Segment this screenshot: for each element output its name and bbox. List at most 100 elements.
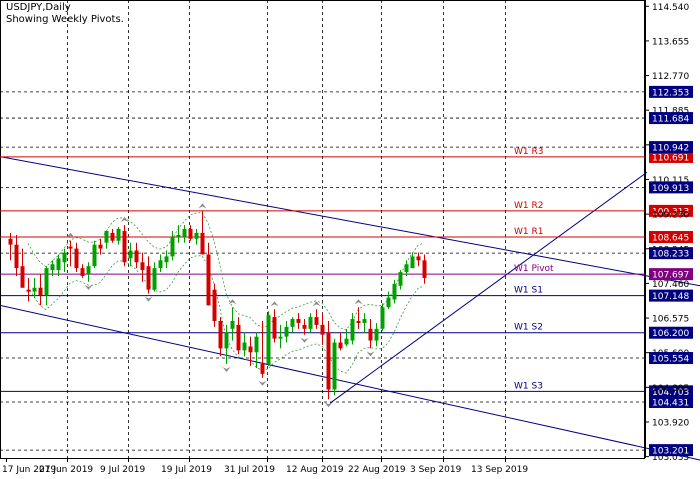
- candle-bull: [404, 264, 409, 273]
- candle-bull: [392, 283, 397, 300]
- level-label-w1-s1: W1 S1: [514, 286, 543, 296]
- price-tick-label: 114.540: [652, 3, 689, 13]
- level-label-w1-r3: W1 R3: [514, 147, 543, 157]
- candle-bear: [422, 260, 427, 278]
- candle-bull: [224, 332, 229, 349]
- candle-bear: [368, 328, 373, 341]
- candle-bull: [50, 264, 55, 271]
- price-tick-label: 109.230: [652, 211, 689, 221]
- line-price-tag: 103.201: [652, 447, 689, 457]
- candle-bull: [386, 297, 391, 308]
- candle-bear: [80, 268, 85, 276]
- candle-bear: [110, 232, 115, 241]
- level-price-tag: 108.645: [652, 234, 689, 244]
- level-label-w1-pivot: W1 Pivot: [514, 264, 554, 274]
- chart-title: USDJPY,Daily: [6, 2, 71, 13]
- level-price-tag: 109.313: [652, 207, 689, 217]
- candle-bear: [356, 320, 361, 323]
- candle-bull: [104, 230, 109, 243]
- level-price-tag-bg: [649, 326, 693, 339]
- candle-bear: [236, 324, 241, 351]
- price-axis: 110.691 109.313 108.645 107.697 107.148 106.2…: [645, 0, 693, 463]
- fractal-up-icon: [354, 299, 363, 305]
- candle-bull: [44, 268, 49, 296]
- price-tick-label: 103.035: [652, 453, 689, 463]
- price-tick-label: 112.770: [652, 72, 689, 82]
- time-tick-label: 3 Sep 2019: [410, 465, 462, 475]
- channel-lower-line: [0, 304, 700, 461]
- candle-bull: [350, 319, 355, 341]
- candle-bear: [134, 250, 139, 263]
- line-price-tag-bg: [649, 352, 693, 365]
- line-price-tag-bg: [649, 181, 693, 194]
- candle-bear: [188, 229, 193, 239]
- candle-bull: [374, 328, 379, 341]
- fractal-down-icon: [366, 351, 375, 357]
- line-price-tag: 111.684: [652, 115, 689, 125]
- level-price-tag: 110.691: [652, 153, 689, 163]
- candle-bear: [38, 287, 43, 296]
- candle-bear: [320, 324, 325, 335]
- line-price-tag: 110.942: [652, 144, 689, 154]
- candle-bull: [164, 256, 169, 263]
- time-tick-label: 27 Jun 2019: [39, 465, 93, 475]
- line-price-tag: 112.353: [652, 88, 689, 98]
- candle-bull: [194, 232, 199, 239]
- level-price-tag-bg: [649, 204, 693, 217]
- level-price-tag-bg: [649, 231, 693, 244]
- candle-bull: [62, 252, 67, 263]
- candle-bull: [92, 244, 97, 267]
- candle-bull: [152, 268, 157, 290]
- line-price-tag-bg: [649, 395, 693, 408]
- fractal-markers: [66, 203, 375, 408]
- candle-bear: [14, 244, 19, 269]
- candle-bull: [362, 319, 367, 323]
- level-price-tag-bg: [649, 268, 693, 281]
- level-price-tag-bg: [649, 289, 693, 302]
- level-label-w1-s2: W1 S2: [514, 323, 543, 333]
- line-price-tag-bg: [649, 247, 693, 260]
- candle-bear: [146, 266, 151, 290]
- candle-bear: [260, 364, 265, 374]
- candle-bear: [206, 254, 211, 306]
- candle-bull: [254, 336, 259, 353]
- candle-bull: [344, 338, 349, 345]
- level-price-tag: 107.148: [652, 292, 689, 302]
- time-tick-label: 31 Jul 2019: [224, 465, 275, 475]
- candle-bull: [128, 250, 133, 259]
- candle-bear: [248, 346, 253, 353]
- time-tick-label: 12 Aug 2019: [286, 465, 344, 475]
- candle-bear: [20, 266, 25, 288]
- candle-bear: [26, 289, 31, 292]
- line-price-tag: 108.233: [652, 250, 689, 260]
- price-tick-label: 107.460: [652, 280, 689, 290]
- candle-bear: [416, 256, 421, 261]
- line-price-tag: 109.913: [652, 184, 689, 194]
- fractal-down-icon: [84, 284, 93, 290]
- candle-bear: [140, 262, 145, 271]
- price-tick-label: 113.655: [652, 37, 689, 47]
- candle-bull: [380, 307, 385, 329]
- candle-bear: [272, 317, 277, 339]
- fractal-down-icon: [222, 367, 231, 373]
- time-tick-label: 17 Jun 2019: [2, 465, 56, 475]
- candle-bear: [98, 244, 103, 249]
- candle-bull: [182, 229, 187, 237]
- fractal-down-icon: [258, 380, 267, 386]
- line-price-tag-bg: [649, 141, 693, 154]
- line-price-tag-bg: [649, 444, 693, 457]
- fractal-up-icon: [228, 299, 237, 305]
- candle-bull: [266, 315, 271, 365]
- candle-bull: [290, 319, 295, 327]
- candle-bear: [200, 232, 205, 255]
- candle-bear: [296, 319, 301, 323]
- line-price-tag-bg: [649, 112, 693, 125]
- price-tick-label: 110.115: [652, 176, 689, 186]
- line-price-tag: 104.431: [652, 398, 689, 408]
- candle-bull: [278, 336, 283, 339]
- candle-bear: [74, 248, 79, 269]
- candle-bull: [308, 317, 313, 329]
